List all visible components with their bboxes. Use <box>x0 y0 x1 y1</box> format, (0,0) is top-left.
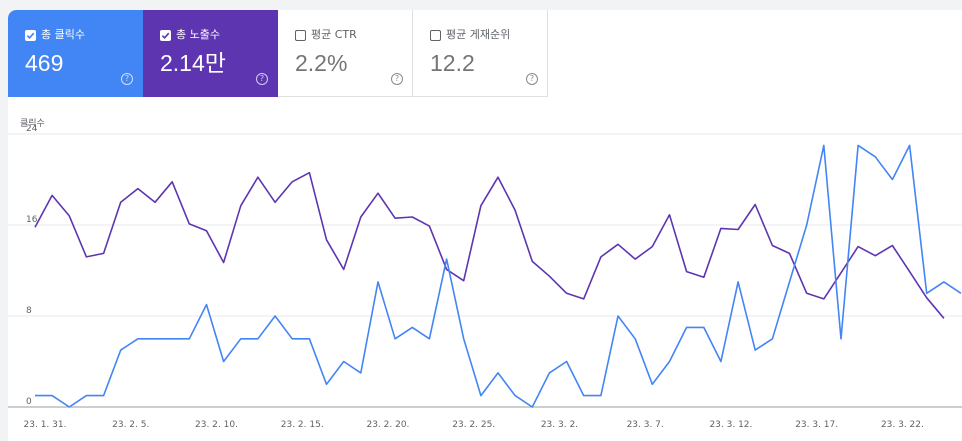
checkbox-unchecked-icon[interactable] <box>295 30 306 41</box>
card-value: 12.2 <box>430 50 475 76</box>
card-label: 평균 CTR <box>311 28 357 41</box>
card-label: 총 클릭수 <box>41 28 85 41</box>
card-total-impressions[interactable]: 총 노출수 2.14만 ? <box>143 10 278 97</box>
x-tick-label: 23. 3. 12. <box>709 420 752 430</box>
x-tick-label: 23. 2. 10. <box>195 420 238 430</box>
x-tick-label: 23. 2. 20. <box>366 420 409 430</box>
performance-panel: 0 8 16 24 23. 1. 31. 23. 2. 5. 23. 2. 10. 23. … <box>8 10 962 441</box>
x-axis-ticks: 23. 1. 31. 23. 2. 5. 23. 2. 10. 23. 2. 15. 2… <box>24 420 924 430</box>
help-icon[interactable]: ? <box>391 73 403 85</box>
x-tick-label: 23. 3. 22. <box>881 420 924 430</box>
card-value: 469 <box>25 50 64 76</box>
chart-lines <box>34 144 962 408</box>
y-axis-title: 클릭수 <box>20 119 45 129</box>
y-tick-label: 16 <box>26 215 38 225</box>
y-tick-label: 24 <box>26 124 38 134</box>
card-label: 평균 게재순위 <box>446 28 511 41</box>
help-icon[interactable]: ? <box>121 73 133 85</box>
card-total-clicks[interactable]: 총 클릭수 469 ? <box>8 10 143 97</box>
series-line-0 <box>34 171 945 319</box>
checkbox-checked-icon[interactable] <box>160 30 171 41</box>
card-value: 2.2% <box>295 50 348 76</box>
card-average-ctr[interactable]: 평균 CTR 2.2% ? <box>278 10 413 97</box>
checkbox-checked-icon[interactable] <box>25 30 36 41</box>
x-tick-label: 23. 3. 7. <box>627 420 664 430</box>
x-tick-label: 23. 2. 15. <box>281 420 324 430</box>
x-tick-label: 23. 3. 2. <box>541 420 578 430</box>
help-icon[interactable]: ? <box>256 73 268 85</box>
metric-cards: 총 클릭수 469 ? 총 노출수 2.14만 ? 평균 CTR 2.2% ? … <box>8 10 548 97</box>
card-value: 2.14만 <box>160 50 226 76</box>
x-tick-label: 23. 1. 31. <box>24 420 67 430</box>
x-tick-label: 23. 3. 17. <box>795 420 838 430</box>
card-label: 총 노출수 <box>176 28 220 41</box>
chart-grid <box>8 133 962 408</box>
x-tick-label: 23. 2. 5. <box>112 420 149 430</box>
checkbox-unchecked-icon[interactable] <box>430 30 441 41</box>
y-axis-ticks: 0 8 16 24 <box>26 124 38 407</box>
y-tick-label: 8 <box>26 306 32 316</box>
card-average-position[interactable]: 평균 게재순위 12.2 ? <box>413 10 548 97</box>
series-line-1 <box>35 144 962 408</box>
x-tick-label: 23. 2. 25. <box>452 420 495 430</box>
help-icon[interactable]: ? <box>526 73 538 85</box>
y-tick-label: 0 <box>26 397 32 407</box>
